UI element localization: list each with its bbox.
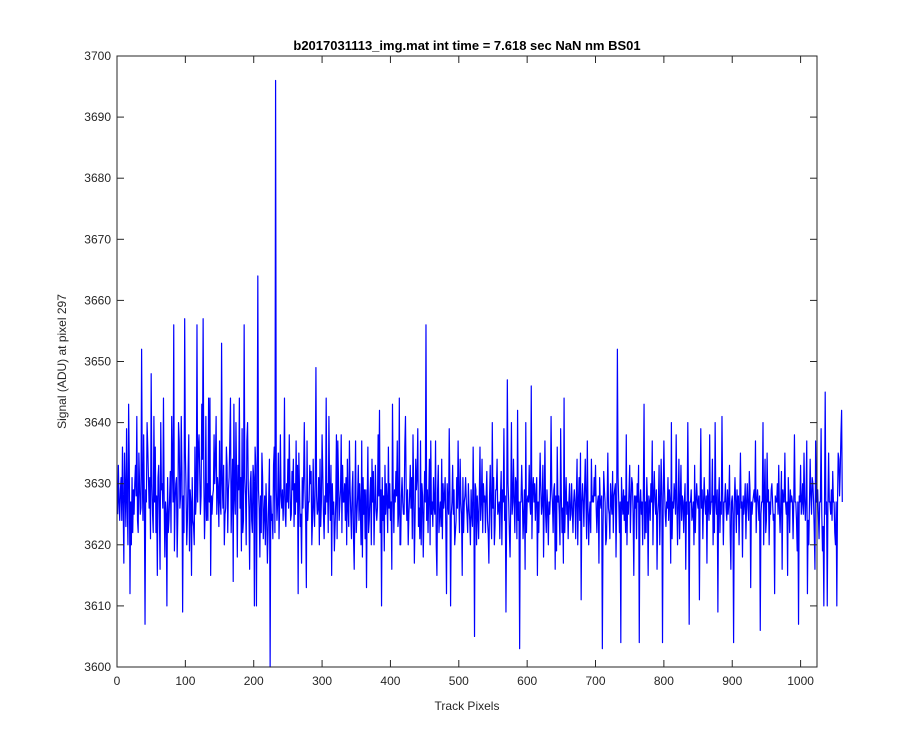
x-tick-label: 1000	[787, 674, 814, 688]
y-tick-label: 3630	[84, 477, 111, 491]
y-tick-label: 3660	[84, 293, 111, 307]
x-tick-label: 500	[449, 674, 469, 688]
y-tick-label: 3680	[84, 171, 111, 185]
y-axis: 3600 3610 3620 3630 3640 3650 3660 3670 3680 3690…	[84, 49, 817, 674]
y-tick-label: 3700	[84, 49, 111, 63]
x-tick-label: 400	[380, 674, 400, 688]
y-tick-label: 3690	[84, 110, 111, 124]
y-tick-label: 3650	[84, 355, 111, 369]
chart-title: b2017031113_img.mat int time = 7.618 sec…	[293, 38, 640, 53]
x-tick-label: 200	[244, 674, 264, 688]
x-axis: 0 100 200 300 400 500 600 700 800 900 1000	[114, 56, 814, 688]
x-tick-label: 300	[312, 674, 332, 688]
y-axis-label: Signal (ADU) at pixel 297	[55, 294, 69, 429]
y-tick-label: 3620	[84, 538, 111, 552]
x-axis-label: Track Pixels	[435, 699, 500, 713]
series-layer	[117, 79, 843, 668]
series-line-0	[117, 79, 843, 668]
x-tick-label: 100	[175, 674, 195, 688]
y-tick-label: 3610	[84, 599, 111, 613]
x-tick-label: 600	[517, 674, 537, 688]
x-tick-label: 700	[586, 674, 606, 688]
x-tick-label: 800	[654, 674, 674, 688]
y-tick-label: 3600	[84, 660, 111, 674]
y-tick-label: 3640	[84, 416, 111, 430]
y-tick-label: 3670	[84, 232, 111, 246]
x-tick-label: 900	[722, 674, 742, 688]
x-tick-label: 0	[114, 674, 121, 688]
